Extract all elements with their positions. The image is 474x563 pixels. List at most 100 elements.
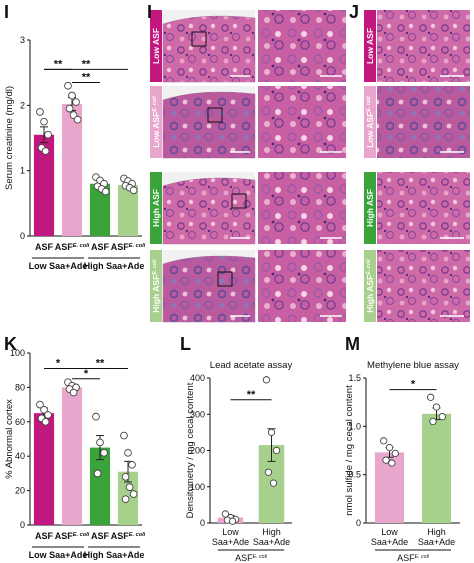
row-label-strip xyxy=(364,10,376,82)
x-tick-label: Low xyxy=(381,527,398,537)
y-tick-label: 3 xyxy=(20,35,25,45)
y-tick-label: 100 xyxy=(10,348,25,358)
micrograph-trichrome xyxy=(377,250,470,322)
significance-label: * xyxy=(56,357,61,369)
data-point xyxy=(72,98,80,106)
significance-label: * xyxy=(411,379,416,391)
x-tick-sublabel: Saa+Ade xyxy=(418,537,455,547)
data-point xyxy=(129,186,138,195)
histology-panels: Low ASF Low ASF Low ASFE. coli Low ASFE. co… xyxy=(150,10,470,323)
micrograph-high-mag xyxy=(258,86,346,158)
row-label-strip xyxy=(364,172,376,244)
data-point xyxy=(382,456,390,464)
y-tick-label: 100 xyxy=(190,482,205,492)
micrograph-high-mag xyxy=(258,172,346,244)
data-point xyxy=(100,448,108,457)
data-point xyxy=(380,437,388,445)
bar xyxy=(117,185,139,236)
x-tick-sublabel: Saa+Ade xyxy=(212,537,249,547)
x-tick-label: ASFE. coli xyxy=(111,242,146,252)
y-tick-label: 0 xyxy=(200,518,205,528)
y-tick-label: 60 xyxy=(15,417,25,427)
group-label: High Saa+Ade xyxy=(84,261,145,271)
y-tick-label: 300 xyxy=(190,409,205,419)
y-tick-label: 2 xyxy=(20,100,25,110)
y-axis-label: Densitometry / mg cecal content xyxy=(185,382,196,518)
group-label: Low Saa+Ade xyxy=(29,261,88,271)
micrograph-high-mag xyxy=(258,10,346,82)
x-tick-label: High xyxy=(262,527,281,537)
micrograph-trichrome xyxy=(377,86,470,158)
data-point xyxy=(73,115,82,124)
data-point xyxy=(41,147,50,155)
row-label: Low ASFE. coli xyxy=(365,96,375,148)
data-point xyxy=(438,413,446,421)
data-point xyxy=(65,104,74,113)
micrograph-trichrome xyxy=(377,10,470,82)
y-tick-label: 200 xyxy=(190,446,205,456)
zoom-box xyxy=(207,107,223,123)
data-point xyxy=(92,412,100,421)
data-point xyxy=(264,468,273,476)
data-point xyxy=(101,187,110,196)
data-point xyxy=(391,449,399,458)
row-label-strip xyxy=(364,250,376,322)
data-point xyxy=(269,479,278,487)
y-axis-label: nmol sulfide / mg cecal content xyxy=(344,385,355,516)
x-tick-label: ASF xyxy=(35,242,54,252)
data-point xyxy=(128,460,136,469)
y-axis-label: Serum creatinine (mg/dl) xyxy=(4,86,15,190)
bar xyxy=(61,387,83,525)
significance-label: ** xyxy=(54,58,63,70)
row-label: Low ASFE. coli xyxy=(151,96,161,148)
x-tick-sublabel: Saa+Ade xyxy=(371,537,408,547)
data-point xyxy=(432,403,441,411)
chart-title: Lead acetate assay xyxy=(210,360,293,371)
data-point xyxy=(36,108,44,116)
significance-label: * xyxy=(84,368,89,380)
row-label: Low ASF xyxy=(151,28,161,64)
panel-letter: M xyxy=(345,334,360,354)
data-point xyxy=(36,400,44,409)
x-tick-label: ASF xyxy=(91,242,110,252)
data-point xyxy=(44,130,52,139)
x-tick-label: ASFE. coli xyxy=(111,531,146,541)
data-point xyxy=(121,495,130,504)
y-tick-label: 1 xyxy=(20,166,25,176)
y-tick-label: 0 xyxy=(20,520,25,530)
group-label: High Saa+Ade xyxy=(84,550,145,560)
micrograph-low-mag xyxy=(162,255,256,323)
chart-methylene-blue: 0 0.5 1.0 1.5 nmol sulfide / mg cecal conten… xyxy=(344,360,460,563)
x-tick-label: ASFE. coli xyxy=(55,242,90,252)
y-tick-label: 20 xyxy=(15,486,25,496)
panel-letter: J xyxy=(349,2,359,22)
y-tick-label: 400 xyxy=(190,373,205,383)
x-tick-label: High xyxy=(427,527,446,537)
x-tick-label: ASF xyxy=(35,531,54,541)
y-tick-label: 40 xyxy=(15,451,25,461)
zoom-box xyxy=(217,271,233,287)
bar xyxy=(33,413,55,525)
chart-title: Methylene blue assay xyxy=(367,360,459,371)
data-point xyxy=(64,81,72,90)
row-label: Low ASF xyxy=(365,28,375,64)
data-point xyxy=(121,472,130,481)
data-point xyxy=(44,411,52,419)
data-point xyxy=(267,428,276,437)
group-label: ASFE. coli xyxy=(235,553,268,563)
y-tick-label: 80 xyxy=(15,382,25,392)
row-label-strip xyxy=(150,10,162,82)
y-tick-label: 0.5 xyxy=(348,470,361,480)
y-axis-label: % Abnormal cortex xyxy=(4,399,15,479)
data-point xyxy=(385,443,394,452)
x-tick-sublabel: Saa+Ade xyxy=(253,537,290,547)
data-point xyxy=(68,91,76,100)
bar xyxy=(33,134,55,236)
micrograph-low-mag xyxy=(162,91,256,159)
zoom-box xyxy=(231,193,247,209)
micrograph-trichrome xyxy=(377,172,470,244)
y-tick-label: 0 xyxy=(356,518,361,528)
